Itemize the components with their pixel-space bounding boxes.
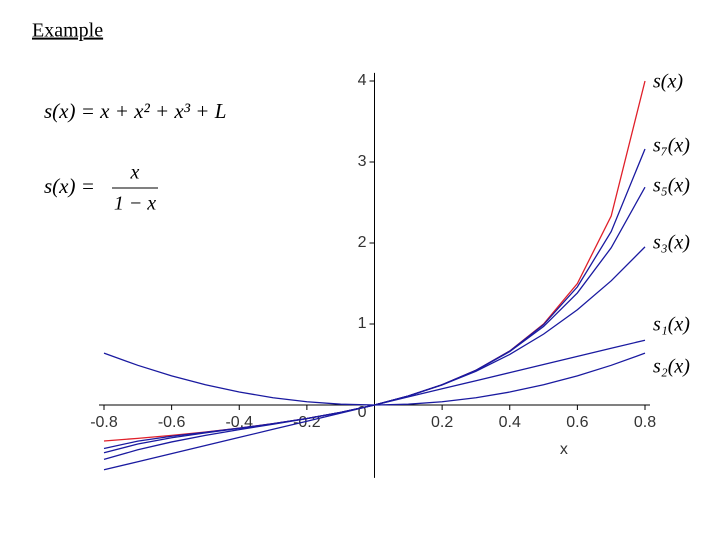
x-tick-label: -0.8 xyxy=(90,414,118,431)
legend-label: s₂(x) xyxy=(653,356,690,378)
x-tick-label: 0.4 xyxy=(499,414,521,431)
closed-form-denominator: 1 − x xyxy=(114,193,156,215)
series-line xyxy=(103,352,646,406)
x-tick-label: -0.2 xyxy=(293,414,321,431)
x-tick-label: 0.2 xyxy=(431,414,453,431)
x-axis-label: x xyxy=(560,441,568,458)
legend-label: s₇(x) xyxy=(653,135,690,157)
y-tick-label: 3 xyxy=(358,153,367,170)
legend-label: s₅(x) xyxy=(653,175,690,197)
y-tick-label: 4 xyxy=(358,72,367,89)
legend-label: s₁(x) xyxy=(653,314,690,336)
y-tick-label: 1 xyxy=(358,315,367,332)
closed-form-numerator: x xyxy=(130,162,140,184)
legend-label: s(x) xyxy=(653,71,683,93)
x-tick-label: -0.6 xyxy=(158,414,186,431)
x-tick-label: 0.6 xyxy=(566,414,588,431)
y-tick-label: 0 xyxy=(358,404,367,421)
y-tick-label: 2 xyxy=(358,234,367,251)
closed-form-lhs: s(x) = xyxy=(44,174,95,198)
legend-label: s₃(x) xyxy=(653,232,690,254)
slide-title: Example xyxy=(32,20,103,42)
series-formula: s(x) = x + x² + x³ + L xyxy=(44,99,226,123)
x-tick-label: 0.8 xyxy=(634,414,656,431)
